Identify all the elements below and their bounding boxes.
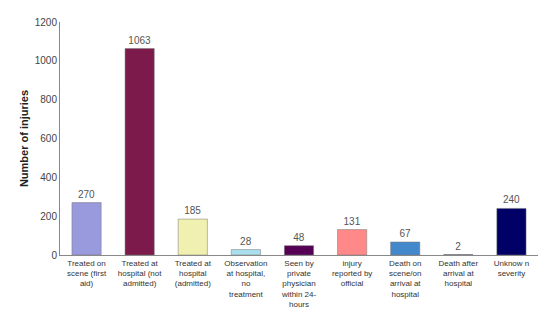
svg-text:1000: 1000 bbox=[35, 55, 58, 66]
svg-text:Treated athospital(admitted): Treated athospital(admitted) bbox=[175, 259, 212, 289]
svg-text:800: 800 bbox=[40, 94, 57, 105]
svg-text:1063: 1063 bbox=[128, 35, 151, 46]
svg-text:injuryreported byofficial: injuryreported byofficial bbox=[332, 259, 372, 289]
svg-text:67: 67 bbox=[399, 228, 411, 239]
svg-text:Treated athospital (notadmitte: Treated athospital (notadmitted) bbox=[118, 259, 162, 289]
svg-text:2: 2 bbox=[455, 241, 461, 252]
svg-text:Seen byprivatephysicianwithin: Seen byprivatephysicianwithin 24-hours bbox=[281, 259, 317, 310]
svg-text:200: 200 bbox=[40, 211, 57, 222]
svg-text:Treated onscene (firstaid): Treated onscene (firstaid) bbox=[67, 259, 107, 289]
svg-text:270: 270 bbox=[78, 189, 95, 200]
svg-text:240: 240 bbox=[503, 194, 520, 205]
svg-text:Unknow nseverity: Unknow nseverity bbox=[494, 259, 530, 278]
svg-text:28: 28 bbox=[240, 236, 252, 247]
svg-text:131: 131 bbox=[344, 216, 361, 227]
svg-text:Number of injuries: Number of injuries bbox=[18, 90, 30, 187]
svg-text:185: 185 bbox=[184, 205, 201, 216]
svg-text:600: 600 bbox=[40, 133, 57, 144]
svg-text:1200: 1200 bbox=[35, 17, 58, 28]
svg-text:Death onscene/onarrival athosp: Death onscene/onarrival athospital bbox=[389, 259, 421, 299]
svg-text:Death afterarrival athospital: Death afterarrival athospital bbox=[439, 259, 479, 289]
svg-text:48: 48 bbox=[293, 232, 305, 243]
svg-text:0: 0 bbox=[51, 250, 57, 261]
svg-text:400: 400 bbox=[40, 172, 57, 183]
svg-text:Observationat hospital,notreat: Observationat hospital,notreatment bbox=[224, 259, 267, 299]
